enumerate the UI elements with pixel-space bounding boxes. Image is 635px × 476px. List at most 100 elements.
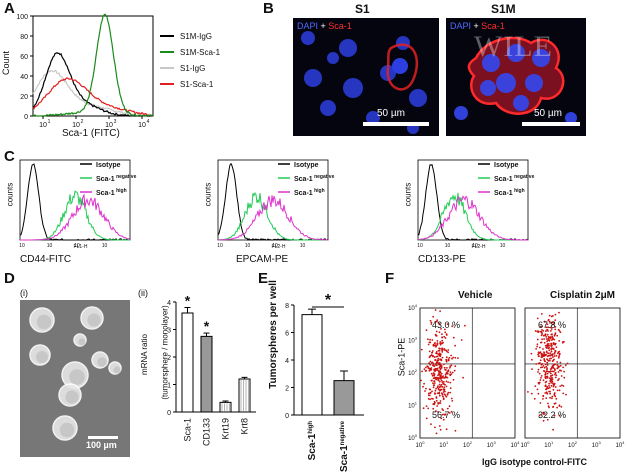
panel-f-vehicle-title: Vehicle xyxy=(458,290,493,301)
panel-f-dot xyxy=(542,379,545,382)
panel-f-dot xyxy=(558,404,561,407)
panel-f-dot xyxy=(441,413,444,416)
legend-label: S1-Sca-1 xyxy=(180,79,214,89)
panel-c-legend-label: Isotype xyxy=(96,162,121,169)
panel-f-dot xyxy=(438,363,440,366)
panel-f-dot xyxy=(556,406,558,409)
panel-f-dot xyxy=(431,397,433,400)
panel-f-dot xyxy=(538,372,541,375)
panel-label-d: D xyxy=(4,270,15,287)
panel-f-dot xyxy=(558,365,560,368)
s1-scalebar xyxy=(363,122,429,126)
panel-f-dot xyxy=(545,330,547,332)
panel-c-curve xyxy=(218,195,328,241)
panel-d-star: * xyxy=(185,293,191,309)
panel-f-dot xyxy=(553,393,556,396)
panel-f-dot xyxy=(432,372,435,374)
panel-f-dot xyxy=(433,342,436,345)
panel-a-ytick-label: 40 xyxy=(20,74,28,81)
panel-f-dot xyxy=(547,405,550,407)
panel-d-ytick-label: 1 xyxy=(167,383,171,390)
panel-f-dot xyxy=(551,335,554,338)
panel-f-dot xyxy=(543,358,546,360)
panel-f-xtick-label: 103 xyxy=(592,440,602,449)
panel-f-dot xyxy=(423,368,426,371)
panel-d-bar-chart: 0 1 2 3 4 * Sca-1 * CD133 Krt19 Krt8 xyxy=(167,293,256,446)
panel-f-dot xyxy=(439,371,442,374)
panel-f-dot xyxy=(551,353,554,356)
panel-c-xtick-label: 10 xyxy=(472,243,478,249)
panel-f-dot xyxy=(549,372,552,375)
panel-f-dot xyxy=(438,380,441,383)
s1-sca: Sca-1 xyxy=(328,21,352,31)
panel-f-ytick-label: 101 xyxy=(408,401,418,410)
panel-f-dot xyxy=(436,340,439,342)
panel-f-dot xyxy=(546,392,548,395)
panel-f-dot xyxy=(448,412,451,414)
panel-f-dot xyxy=(554,386,557,388)
panel-d-ylabel-1: mRNA ratio xyxy=(139,334,149,375)
panel-f-dot xyxy=(445,380,448,383)
panel-f-dot xyxy=(428,394,431,397)
panel-f-dot xyxy=(539,325,542,328)
panel-a-ytick-label: 60 xyxy=(20,54,28,61)
s1-nucleus xyxy=(366,111,380,125)
panel-a-xtick-exp: 4 xyxy=(147,119,150,125)
panel-f-cisplatin-title: Cisplatin 2μM xyxy=(550,290,616,301)
tumorsphere-core xyxy=(69,369,85,385)
panel-f-dot xyxy=(546,361,549,364)
panel-f-dot xyxy=(432,364,435,367)
panel-f-dot xyxy=(443,363,445,366)
panel-f-dot xyxy=(431,390,433,393)
panel-f-dot xyxy=(536,330,539,333)
panel-f-dot xyxy=(425,329,428,331)
panel-f-dot xyxy=(556,389,559,392)
panel-f-dot xyxy=(555,397,558,400)
panel-f-dot xyxy=(548,406,550,409)
legend-label: S1M-IgG xyxy=(180,31,213,41)
panel-f-dot xyxy=(530,392,533,395)
panel-f-dot xyxy=(441,342,444,345)
panel-d-sphere-micrograph: 100 µm xyxy=(20,300,130,457)
panel-f-dot xyxy=(536,317,539,320)
panel-f-dot xyxy=(450,373,453,375)
panel-f-dot xyxy=(552,406,554,408)
panel-f-dot xyxy=(436,342,439,345)
s1m-cells xyxy=(454,36,577,124)
panel-e-ytick-label: 6 xyxy=(285,331,289,338)
cis-upper-pct: 67.8 % xyxy=(538,320,567,330)
panel-f-dot xyxy=(546,328,549,331)
panel-f-dot xyxy=(546,358,548,361)
panel-f-dot xyxy=(557,371,560,373)
panel-f-dot xyxy=(559,385,562,387)
panel-f-dot xyxy=(555,374,558,377)
panel-f-dot xyxy=(540,366,542,369)
panel-f-dot xyxy=(439,364,442,367)
panel-f-dot xyxy=(552,337,554,340)
panel-f-dot xyxy=(437,359,440,362)
panel-f-dot xyxy=(548,382,550,385)
panel-d-ytick-label: 4 xyxy=(167,300,171,307)
panel-a-curve-2 xyxy=(32,77,154,117)
panel-f-dot xyxy=(437,411,439,413)
panel-f-dot xyxy=(546,368,548,371)
panel-f-dot xyxy=(546,418,549,421)
panel-label-a: A xyxy=(4,0,15,17)
s1-scalebar-label: 50 µm xyxy=(377,108,405,119)
panel-f-dot xyxy=(443,383,445,386)
panel-f-dot xyxy=(546,364,549,366)
panel-f-dot xyxy=(435,399,438,402)
panel-e-ytick-label: 8 xyxy=(285,303,289,310)
panel-f-dot xyxy=(549,368,552,370)
panel-d-ytick-label: 2 xyxy=(167,355,171,362)
panel-f-dot xyxy=(552,370,555,373)
panel-f-xtick-label: 103 xyxy=(487,440,497,449)
panel-f-dot xyxy=(547,402,549,405)
panel-a-ytick-label: 80 xyxy=(20,34,28,41)
panel-f-dot xyxy=(549,392,551,395)
panel-f-dot xyxy=(441,386,444,388)
panel-f-dot xyxy=(546,340,548,343)
panel-f-dot xyxy=(425,405,428,407)
panel-b-s1m-title: S1M xyxy=(491,2,516,16)
panel-label-c: C xyxy=(4,148,15,165)
